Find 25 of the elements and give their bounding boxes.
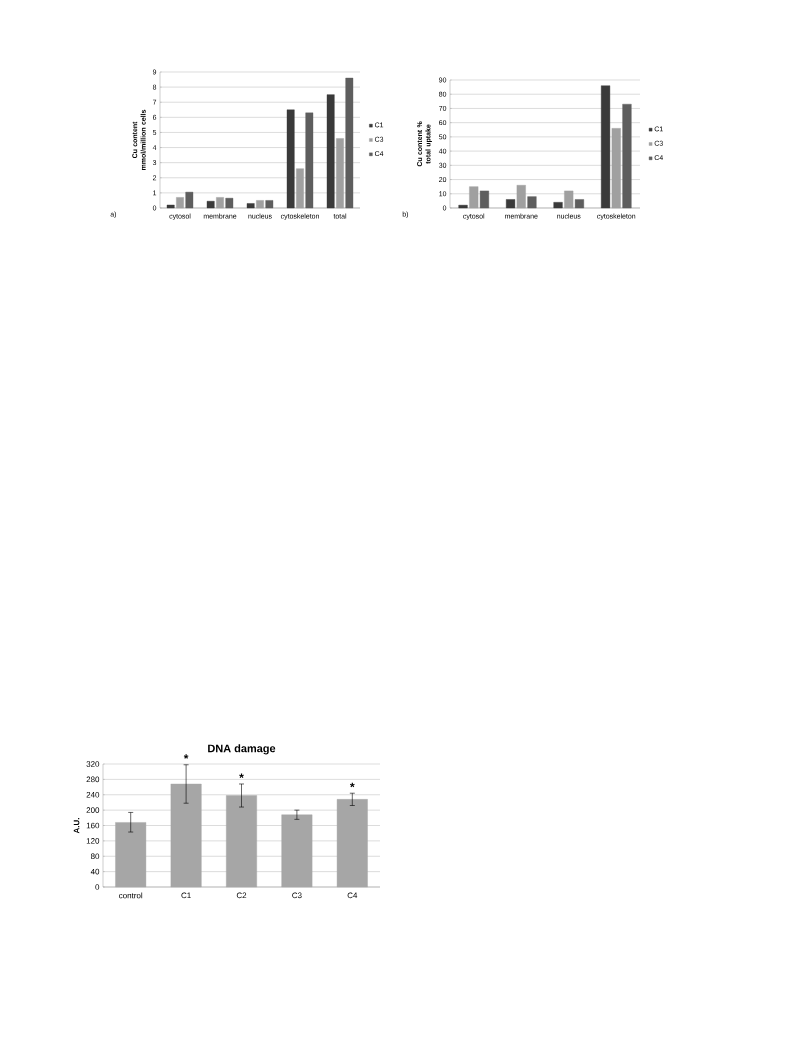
bar — [622, 103, 632, 209]
bar — [305, 112, 314, 209]
bar — [225, 197, 234, 209]
bar — [553, 202, 563, 209]
bar — [286, 109, 295, 209]
bar — [176, 197, 184, 209]
bar — [246, 203, 255, 209]
bar — [206, 200, 215, 209]
bar — [574, 199, 585, 209]
bar — [166, 204, 175, 209]
annotation: * — [350, 782, 355, 788]
annotation: * — [183, 754, 189, 759]
bar — [345, 77, 354, 209]
bar — [265, 200, 274, 209]
bar — [185, 191, 194, 209]
bar — [458, 204, 468, 209]
bar — [506, 199, 516, 209]
bar — [527, 196, 537, 209]
bar — [326, 94, 335, 209]
bar — [601, 85, 611, 209]
bar — [256, 200, 264, 209]
chart-title: DNA damage — [208, 744, 276, 755]
bar — [479, 190, 490, 209]
bar — [216, 197, 224, 209]
annotation: * — [239, 773, 244, 779]
